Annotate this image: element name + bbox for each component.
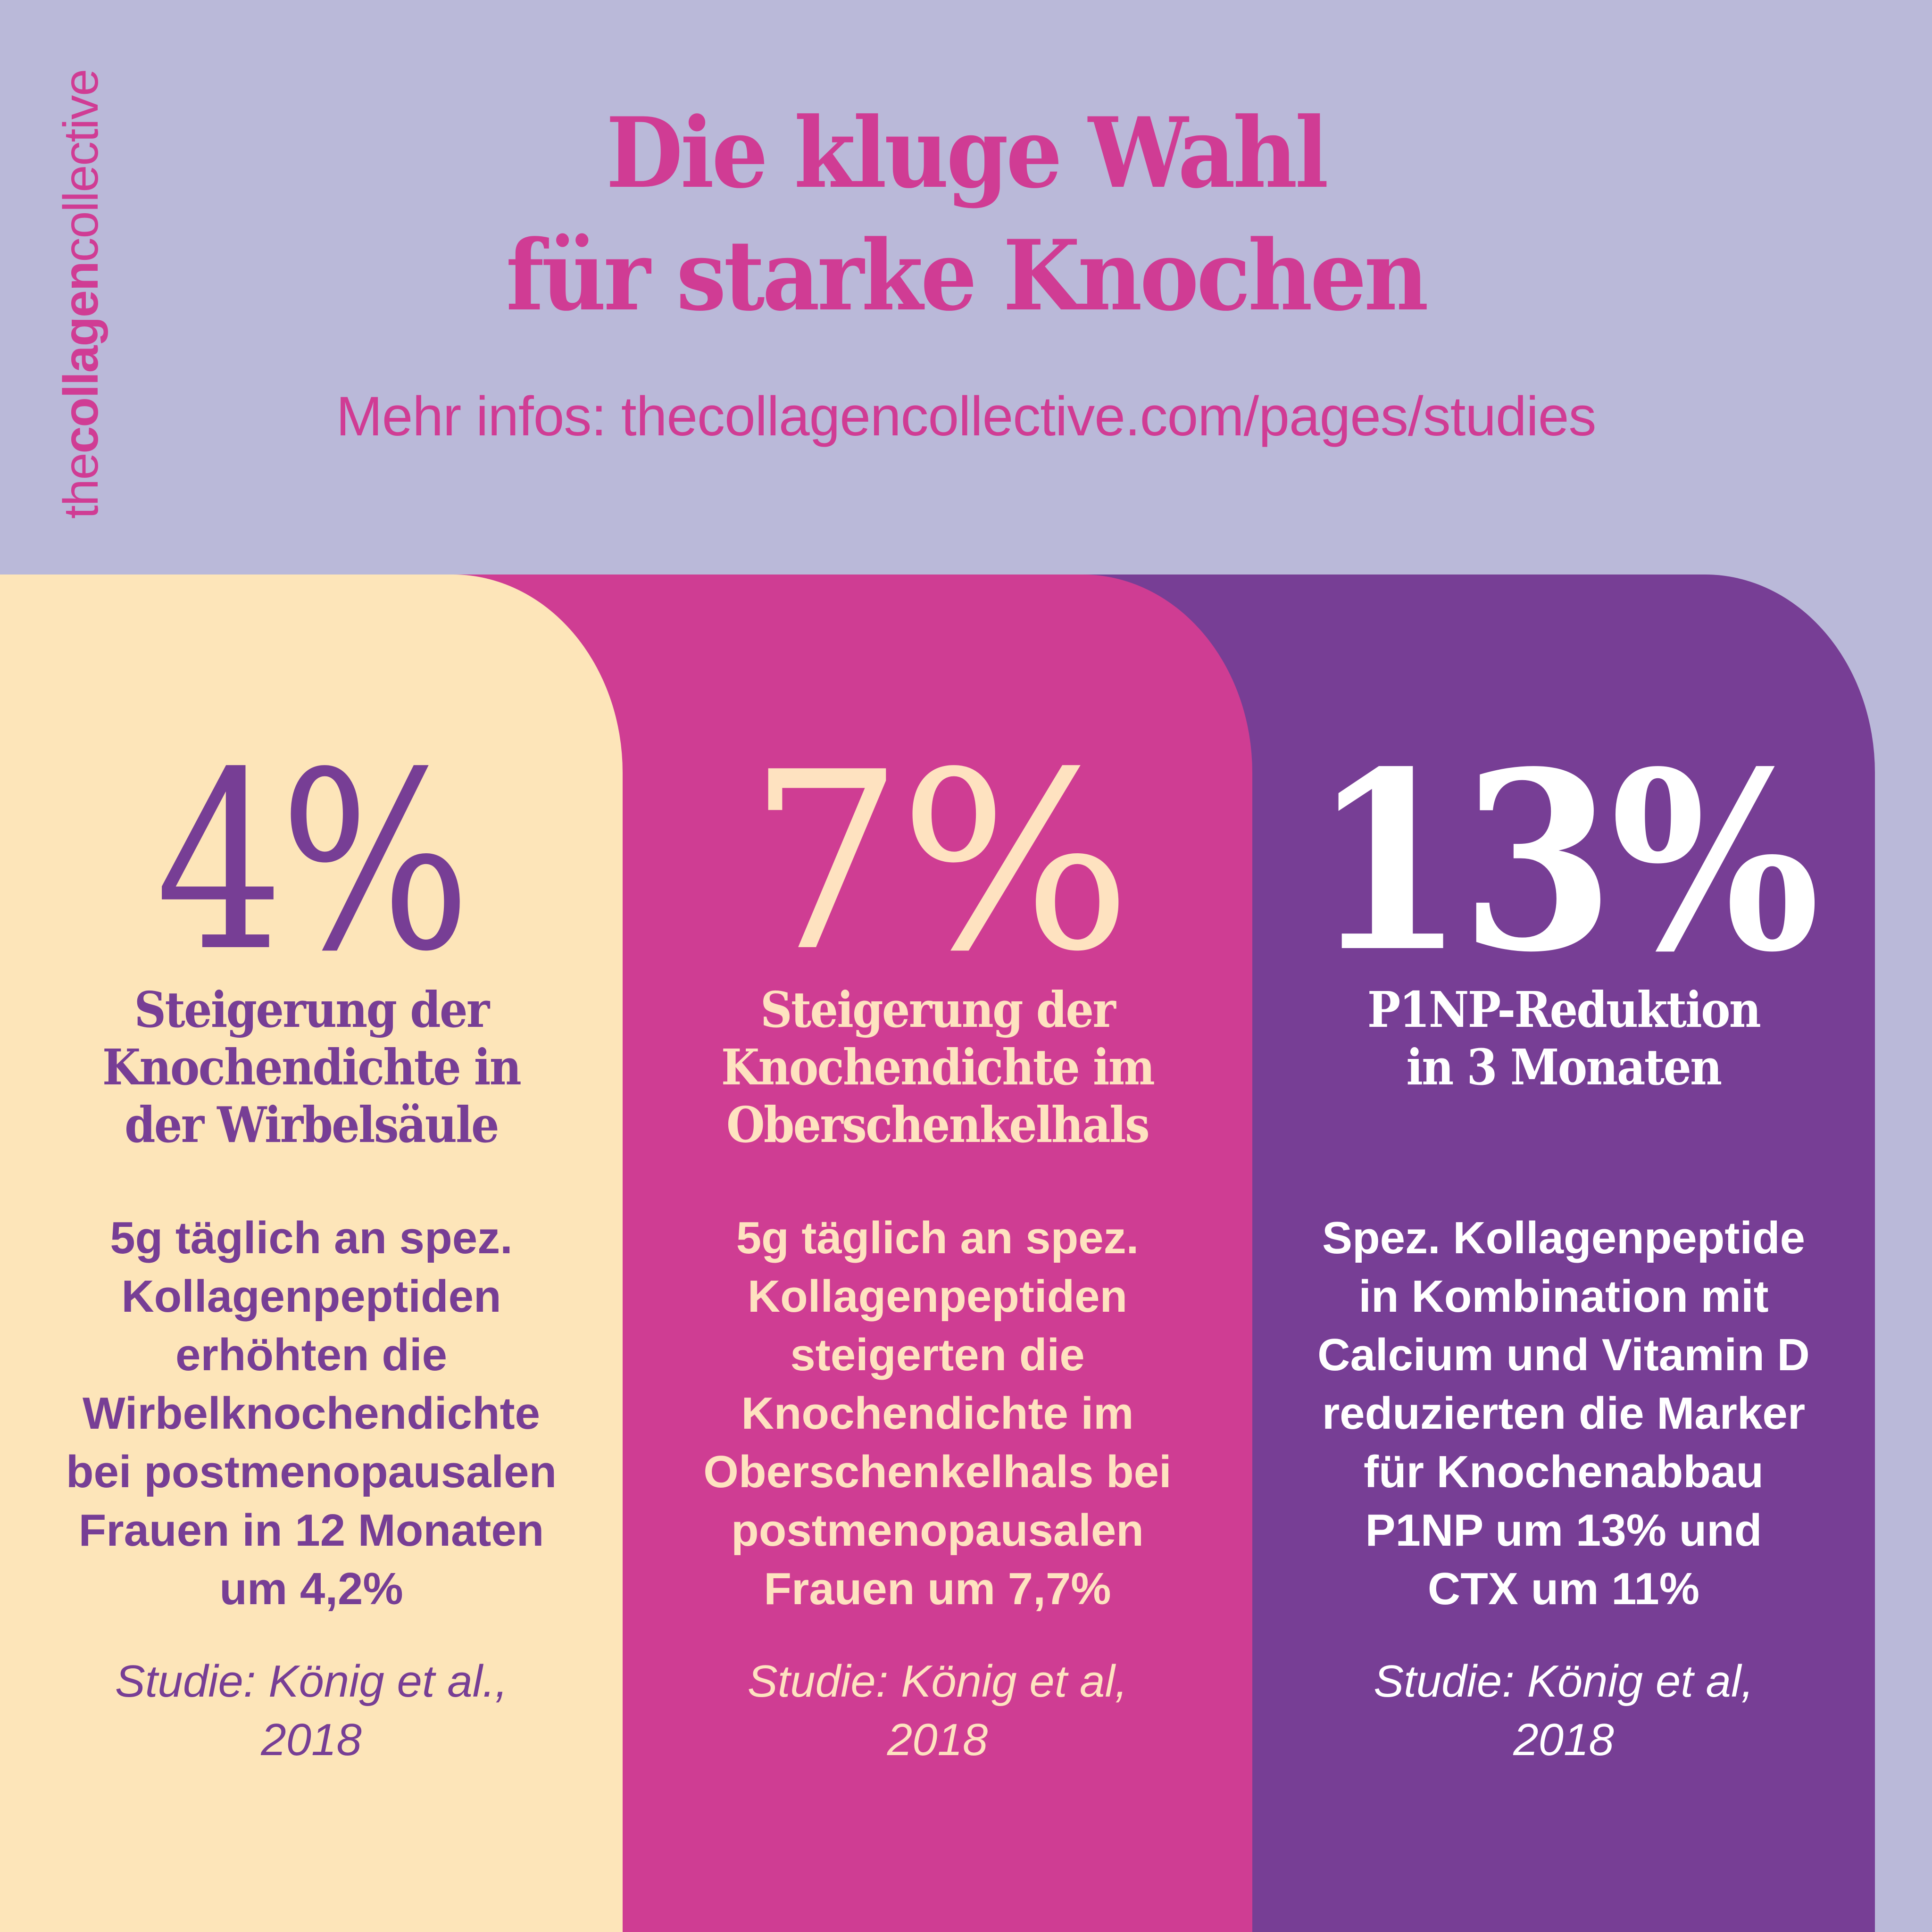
heading-line: der Wirbelsäule [125, 1096, 500, 1154]
body-line: 5g täglich an spez. [110, 1213, 513, 1263]
body-line: 5g täglich an spez. [736, 1213, 1139, 1263]
body-line: P1NP um 13% und [1365, 1505, 1762, 1556]
citation-line: Studie: König et al., [115, 1656, 508, 1707]
body-line: Knochendichte im [741, 1388, 1134, 1439]
stat-card-femoral-neck: 7% Steigerung der Knochendichte im Obers… [623, 575, 1252, 1932]
panel-cream [0, 575, 623, 1932]
stat-heading: Steigerung der Knochendichte im Obersche… [623, 981, 1252, 1154]
stat-heading: Steigerung der Knochendichte in der Wirb… [0, 981, 623, 1154]
study-citation: Studie: König et al, 2018 [1252, 1652, 1875, 1769]
heading-line: in 3 Monaten [1406, 1038, 1722, 1096]
citation-line: 2018 [887, 1715, 988, 1765]
heading-line: Steigerung der [134, 981, 490, 1039]
citation-line: 2018 [261, 1715, 362, 1765]
body-line: Oberschenkelhals bei [703, 1447, 1172, 1497]
stat-value: 4% [155, 719, 471, 1005]
body-line: Calcium und Vitamin D [1317, 1330, 1810, 1380]
body-line: Frauen in 12 Monaten [78, 1505, 544, 1556]
more-info-link[interactable]: Mehr infos: thecollagencollective.com/pa… [336, 385, 1596, 448]
body-line: bei postmenopausalen [66, 1447, 557, 1497]
stat-card-p1np: 13% P1NP-Reduktion in 3 Monaten Spez. Ko… [1252, 575, 1875, 1932]
study-citation: Studie: König et al., 2018 [0, 1652, 623, 1769]
citation-line: 2018 [1513, 1715, 1614, 1765]
title-line-1: Die kluge Wahl [606, 97, 1329, 210]
stat-value: 13% [1311, 718, 1820, 1006]
heading-line: Steigerung der [760, 981, 1116, 1039]
body-line: Frauen um 7,7% [764, 1564, 1111, 1614]
page-title: Die kluge Wahl für starke Knochen [77, 92, 1855, 337]
citation-line: Studie: König et al, [747, 1656, 1128, 1707]
citation-line: Studie: König et al, [1374, 1656, 1754, 1707]
body-line: Kollagenpeptiden [121, 1271, 501, 1322]
heading-line: Knochendichte im [721, 1038, 1155, 1096]
body-line: Wirbelknochendichte [83, 1388, 540, 1439]
stat-card-spine: 4% Steigerung der Knochendichte in der W… [0, 575, 623, 1932]
stat-heading: P1NP-Reduktion in 3 Monaten [1252, 981, 1875, 1096]
body-line: erhöhten die [175, 1330, 448, 1380]
body-line: postmenopausalen [731, 1505, 1144, 1556]
body-line: in Kombination mit [1358, 1271, 1769, 1322]
body-line: für Knochenabbau [1363, 1447, 1764, 1497]
heading-line: Oberschenkelhals [726, 1096, 1150, 1154]
body-line: um 4,2% [219, 1564, 403, 1614]
title-line-2: für starke Knochen [506, 219, 1429, 333]
heading-line: Knochendichte in [102, 1038, 522, 1096]
heading-line: P1NP-Reduktion [1367, 981, 1761, 1039]
body-line: reduzierten die Marker [1322, 1388, 1806, 1439]
stat-description: 5g täglich an spez. Kollagenpeptiden ste… [623, 1209, 1252, 1618]
body-line: steigerten die [790, 1330, 1085, 1380]
body-line: CTX um 11% [1427, 1564, 1700, 1614]
stat-description: 5g täglich an spez. Kollagenpeptiden erh… [0, 1209, 623, 1618]
study-citation: Studie: König et al, 2018 [623, 1652, 1252, 1769]
brand-prefix: the [54, 453, 108, 519]
stat-description: Spez. Kollagenpeptide in Kombination mit… [1252, 1209, 1875, 1618]
body-line: Spez. Kollagenpeptide [1322, 1213, 1806, 1263]
stat-value: 7% [748, 719, 1132, 1005]
body-line: Kollagenpeptiden [747, 1271, 1128, 1322]
